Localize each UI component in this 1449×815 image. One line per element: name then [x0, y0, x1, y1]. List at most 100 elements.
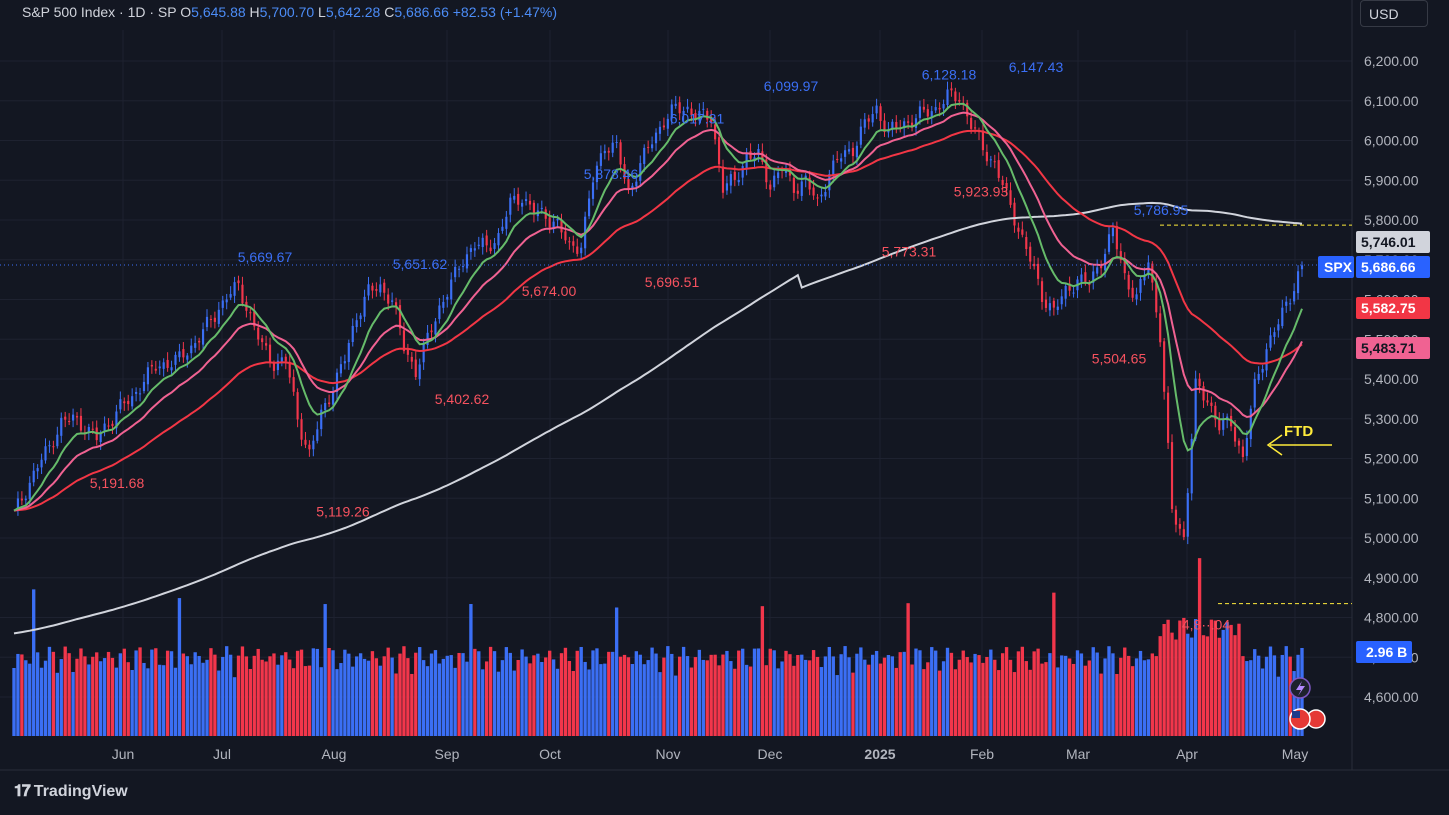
- volume-bar: [1166, 619, 1170, 736]
- volume-bar: [181, 653, 186, 736]
- candle-body: [875, 105, 878, 114]
- volume-bar: [689, 667, 694, 736]
- candle-body: [1005, 182, 1008, 189]
- candle-body: [966, 102, 969, 117]
- volume-bar: [83, 656, 87, 736]
- volume-bar: [260, 659, 264, 736]
- high-label: 6,147.43: [1009, 59, 1064, 75]
- candle-body: [339, 364, 343, 374]
- candle-body: [1092, 271, 1095, 283]
- candle-body: [119, 399, 122, 410]
- low-label: 5,923.93: [954, 184, 1009, 200]
- volume-bar: [1245, 661, 1249, 736]
- volume-bar: [898, 652, 902, 736]
- price-tag-label: 5,483.71: [1361, 340, 1416, 356]
- candle-body: [1084, 272, 1087, 282]
- candle-body: [87, 427, 90, 433]
- candle-body: [828, 174, 831, 191]
- high-label: 5,669.67: [238, 249, 293, 265]
- volume-bar: [339, 663, 343, 736]
- volume-bar: [701, 659, 705, 736]
- volume-bar: [772, 650, 776, 736]
- candle-body: [1017, 227, 1020, 232]
- volume-bar: [331, 650, 335, 736]
- candle-body: [903, 121, 906, 129]
- candle-body: [1127, 274, 1130, 290]
- volume-bar: [441, 658, 446, 736]
- volume-bar: [603, 663, 607, 736]
- volume-bar: [989, 649, 993, 736]
- candle-body: [146, 367, 150, 385]
- volume-bar: [863, 659, 867, 736]
- volume-bar: [784, 650, 788, 736]
- candle-body: [225, 299, 228, 303]
- volume-bar: [748, 666, 753, 736]
- candle-body: [591, 182, 595, 199]
- volume-bar: [540, 661, 544, 736]
- volume-bar: [914, 648, 918, 736]
- volume-bar: [965, 657, 969, 736]
- tradingview-logo[interactable]: 𝟏𝟕 TradingView: [14, 783, 128, 801]
- volume-bar: [291, 668, 296, 736]
- volume-bar: [469, 604, 473, 736]
- x-tick-label: Feb: [970, 746, 994, 762]
- candle-body: [513, 195, 516, 200]
- ohlc-legend: S&P 500 Index · 1D · SP O5,645.88 H5,700…: [22, 4, 557, 20]
- candle-body: [1245, 437, 1248, 456]
- moving-average-lines: [13, 102, 1303, 635]
- volume-bar: [319, 667, 323, 736]
- volume-bar: [1264, 656, 1269, 736]
- volume-bar: [1060, 655, 1064, 736]
- candle-body: [28, 482, 31, 500]
- candle-body: [981, 130, 985, 151]
- candle-body: [651, 144, 654, 149]
- candle-body: [871, 114, 874, 123]
- volume-bar: [611, 651, 615, 736]
- candle-body: [123, 401, 126, 404]
- volume-bar: [1036, 648, 1040, 736]
- candle-body: [749, 151, 752, 159]
- volume-bar: [855, 653, 859, 736]
- candle-body: [576, 246, 579, 254]
- low-label: 5,119.26: [316, 504, 370, 520]
- volume-bar: [1292, 671, 1296, 736]
- volume-bar: [355, 656, 359, 736]
- candle-body: [209, 318, 213, 320]
- volume-bar: [1087, 660, 1091, 736]
- candle-body: [784, 170, 788, 173]
- candle-body: [296, 392, 299, 420]
- candle-body: [855, 145, 858, 158]
- volume-bar: [1280, 654, 1284, 736]
- candle-body: [272, 362, 276, 371]
- price-axis[interactable]: 6,200.00 6,100.00 6,000.00 5,900.00 5,800.00…: [1364, 53, 1419, 705]
- candle-body: [1241, 446, 1245, 457]
- candle-body: [879, 106, 882, 122]
- currency-button[interactable]: USD: [1360, 0, 1428, 27]
- time-axis[interactable]: Jun Jul Aug Sep Oct Nov Dec 2025 Feb Mar Apr May: [112, 746, 1309, 762]
- volume-bar: [1040, 663, 1044, 736]
- volume-bar: [741, 648, 745, 736]
- volume-bar: [563, 647, 568, 736]
- close-value: 5,686.66: [394, 4, 449, 20]
- volume-bar: [114, 667, 119, 736]
- candle-body: [1037, 263, 1040, 279]
- tv-logo-icon: 𝟏𝟕: [14, 783, 31, 800]
- volume-bar: [358, 653, 363, 736]
- candle-body: [611, 142, 614, 153]
- volume-bar: [614, 607, 619, 736]
- candle-body: [1198, 378, 1201, 387]
- candle-body: [477, 244, 480, 246]
- volume-bar: [1095, 652, 1099, 736]
- volume-bar: [1107, 646, 1111, 736]
- symbol-title[interactable]: S&P 500 Index · 1D · SP: [22, 4, 177, 20]
- candle-body: [654, 132, 658, 144]
- volume-bar: [934, 650, 938, 736]
- volume-bar: [697, 649, 702, 736]
- price-tag: [1356, 231, 1430, 253]
- volume-bar: [583, 661, 587, 736]
- candle-body: [587, 198, 591, 217]
- candle-body: [64, 416, 67, 420]
- candle-body: [836, 158, 839, 161]
- volume-bar: [705, 660, 709, 736]
